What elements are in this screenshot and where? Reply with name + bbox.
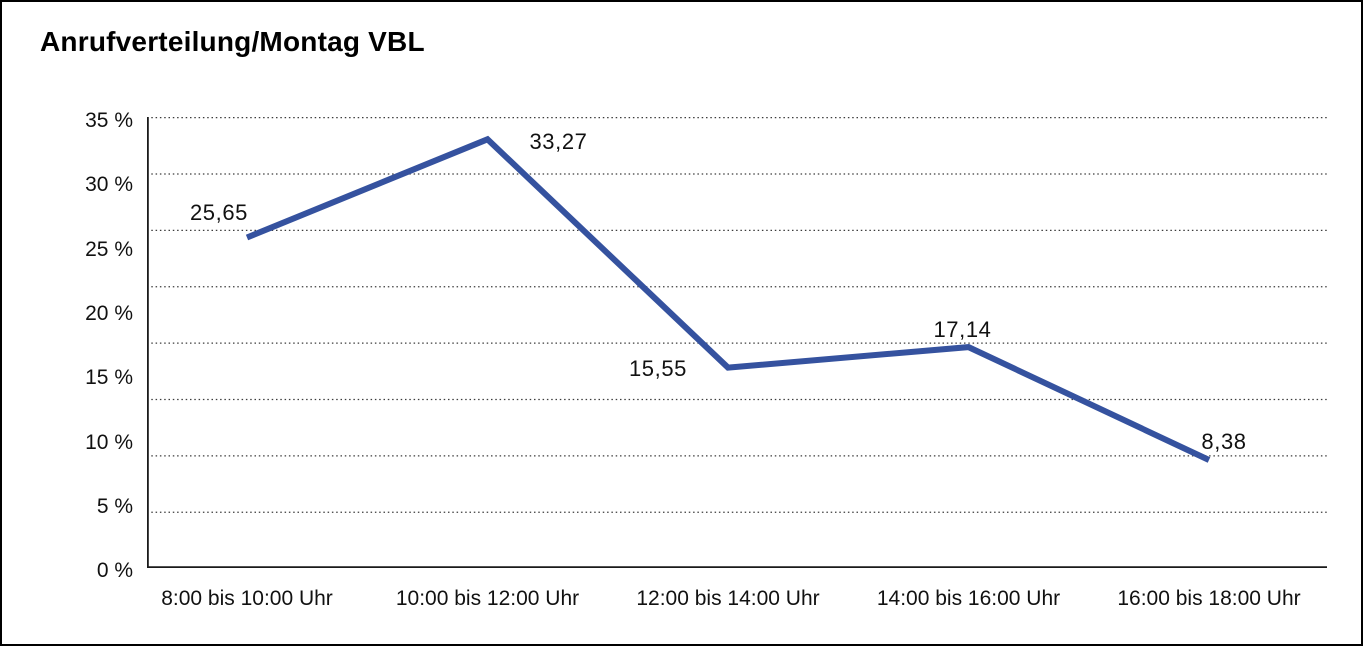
data-line-series [245,135,1211,463]
y-tick-label: 5 % [96,494,133,518]
x-axis-labels: 8:00 bis 10:00 Uhr 10:00 bis 12:00 Uhr 12:… [147,586,1327,616]
chart-title: Anrufverteilung/Montag VBL [40,26,425,57]
x-category-label: 14:00 bis 16:00 Uhr [876,587,1061,610]
x-category-label: 10:00 bis 12:00 Uhr [395,587,580,610]
y-tick-label: 25 % [85,237,133,261]
line-chart-svg [147,117,1327,568]
y-axis-labels: 35 % 30 % 25 % 20 % 15 % 10 % 5 % 0 % [2,109,133,582]
x-category-label: 8:00 bis 10:00 Uhr [161,587,333,610]
y-tick-label: 0 % [96,559,133,583]
y-tick-label: 15 % [85,366,133,390]
y-tick-label: 35 % [85,109,133,132]
y-tick-label: 10 % [85,430,133,454]
plot-area [147,117,1327,568]
y-tick-label: 30 % [85,173,133,197]
x-category-label: 16:00 bis 18:00 Uhr [1117,587,1301,610]
y-tick-label: 20 % [85,301,133,325]
x-category-label: 12:00 bis 14:00 Uhr [636,587,820,610]
